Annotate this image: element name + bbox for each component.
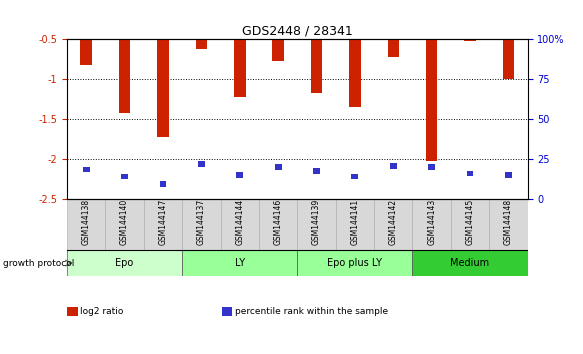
Bar bbox=[275, 164, 282, 170]
Bar bbox=[259, 199, 297, 250]
Bar bbox=[144, 199, 182, 250]
Bar bbox=[236, 172, 243, 178]
Bar bbox=[119, 39, 131, 113]
Bar bbox=[412, 250, 528, 276]
Bar bbox=[67, 199, 106, 250]
Text: Medium: Medium bbox=[451, 258, 490, 268]
Bar bbox=[489, 199, 528, 250]
Text: log2 ratio: log2 ratio bbox=[80, 307, 124, 316]
Text: GSM144144: GSM144144 bbox=[236, 199, 244, 245]
Bar bbox=[297, 199, 336, 250]
Text: GSM144142: GSM144142 bbox=[389, 199, 398, 245]
Bar bbox=[426, 39, 437, 161]
Bar bbox=[349, 39, 361, 107]
Bar bbox=[428, 164, 435, 170]
Text: GSM144138: GSM144138 bbox=[82, 199, 91, 245]
Bar bbox=[83, 167, 90, 172]
Bar bbox=[311, 39, 322, 93]
Bar bbox=[182, 199, 220, 250]
Bar bbox=[80, 39, 92, 64]
Text: GSM144148: GSM144148 bbox=[504, 199, 513, 245]
Text: GSM144139: GSM144139 bbox=[312, 199, 321, 245]
Text: GSM144137: GSM144137 bbox=[197, 199, 206, 245]
Text: GSM144146: GSM144146 bbox=[273, 199, 283, 245]
Bar bbox=[234, 39, 245, 97]
Bar bbox=[374, 199, 412, 250]
Bar bbox=[196, 39, 207, 49]
Text: Epo plus LY: Epo plus LY bbox=[328, 258, 382, 268]
Text: GSM144141: GSM144141 bbox=[350, 199, 359, 245]
Text: percentile rank within the sample: percentile rank within the sample bbox=[235, 307, 388, 316]
Text: GSM144145: GSM144145 bbox=[466, 199, 475, 245]
Text: LY: LY bbox=[235, 258, 245, 268]
Bar bbox=[313, 168, 320, 174]
Bar bbox=[198, 161, 205, 167]
Bar bbox=[297, 250, 412, 276]
Bar bbox=[451, 199, 489, 250]
Bar bbox=[220, 199, 259, 250]
Bar bbox=[182, 250, 297, 276]
Bar bbox=[157, 39, 168, 137]
Text: growth protocol: growth protocol bbox=[3, 259, 74, 268]
Bar bbox=[67, 250, 182, 276]
Bar bbox=[352, 174, 359, 179]
Bar bbox=[388, 39, 399, 57]
Bar bbox=[505, 172, 512, 178]
Text: GSM144147: GSM144147 bbox=[159, 199, 167, 245]
Bar bbox=[503, 39, 514, 79]
Text: GSM144140: GSM144140 bbox=[120, 199, 129, 245]
Bar bbox=[390, 164, 397, 169]
Title: GDS2448 / 28341: GDS2448 / 28341 bbox=[242, 25, 353, 38]
Bar bbox=[412, 199, 451, 250]
Bar bbox=[464, 39, 476, 41]
Bar bbox=[121, 174, 128, 179]
Bar bbox=[336, 199, 374, 250]
Bar bbox=[272, 39, 284, 61]
Bar bbox=[160, 181, 167, 187]
Text: GSM144143: GSM144143 bbox=[427, 199, 436, 245]
Text: Epo: Epo bbox=[115, 258, 134, 268]
Bar bbox=[106, 199, 144, 250]
Bar bbox=[466, 171, 473, 176]
